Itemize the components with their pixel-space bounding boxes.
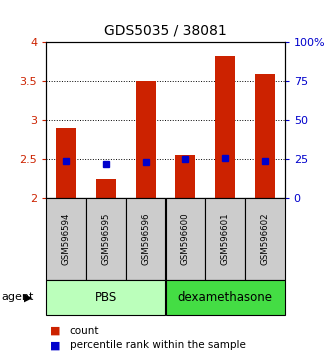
Bar (46, 280, 166, 315)
Bar (175, 155, 195, 198)
Bar (46, 198, 86, 280)
Bar (166, 280, 285, 315)
Bar (136, 81, 156, 198)
Text: GDS5035 / 38081: GDS5035 / 38081 (104, 23, 227, 37)
Bar (166, 198, 205, 280)
Bar (126, 198, 166, 280)
Text: GSM596595: GSM596595 (101, 213, 111, 265)
Bar (245, 198, 285, 280)
Bar (205, 198, 245, 280)
Text: PBS: PBS (95, 291, 117, 304)
Text: percentile rank within the sample: percentile rank within the sample (70, 340, 245, 350)
Text: agent: agent (2, 292, 34, 302)
Text: GSM596600: GSM596600 (181, 213, 190, 265)
Bar (215, 56, 235, 198)
Bar (255, 74, 275, 198)
Text: GSM596602: GSM596602 (260, 213, 269, 265)
Text: ■: ■ (50, 326, 60, 336)
Text: GSM596596: GSM596596 (141, 213, 150, 265)
Text: ■: ■ (50, 340, 60, 350)
Text: dexamethasone: dexamethasone (177, 291, 273, 304)
Text: GSM596601: GSM596601 (220, 213, 230, 265)
Text: count: count (70, 326, 99, 336)
Bar (96, 179, 116, 198)
Text: GSM596594: GSM596594 (62, 213, 71, 265)
Text: ▶: ▶ (24, 292, 33, 302)
Bar (86, 198, 126, 280)
Bar (56, 128, 76, 198)
